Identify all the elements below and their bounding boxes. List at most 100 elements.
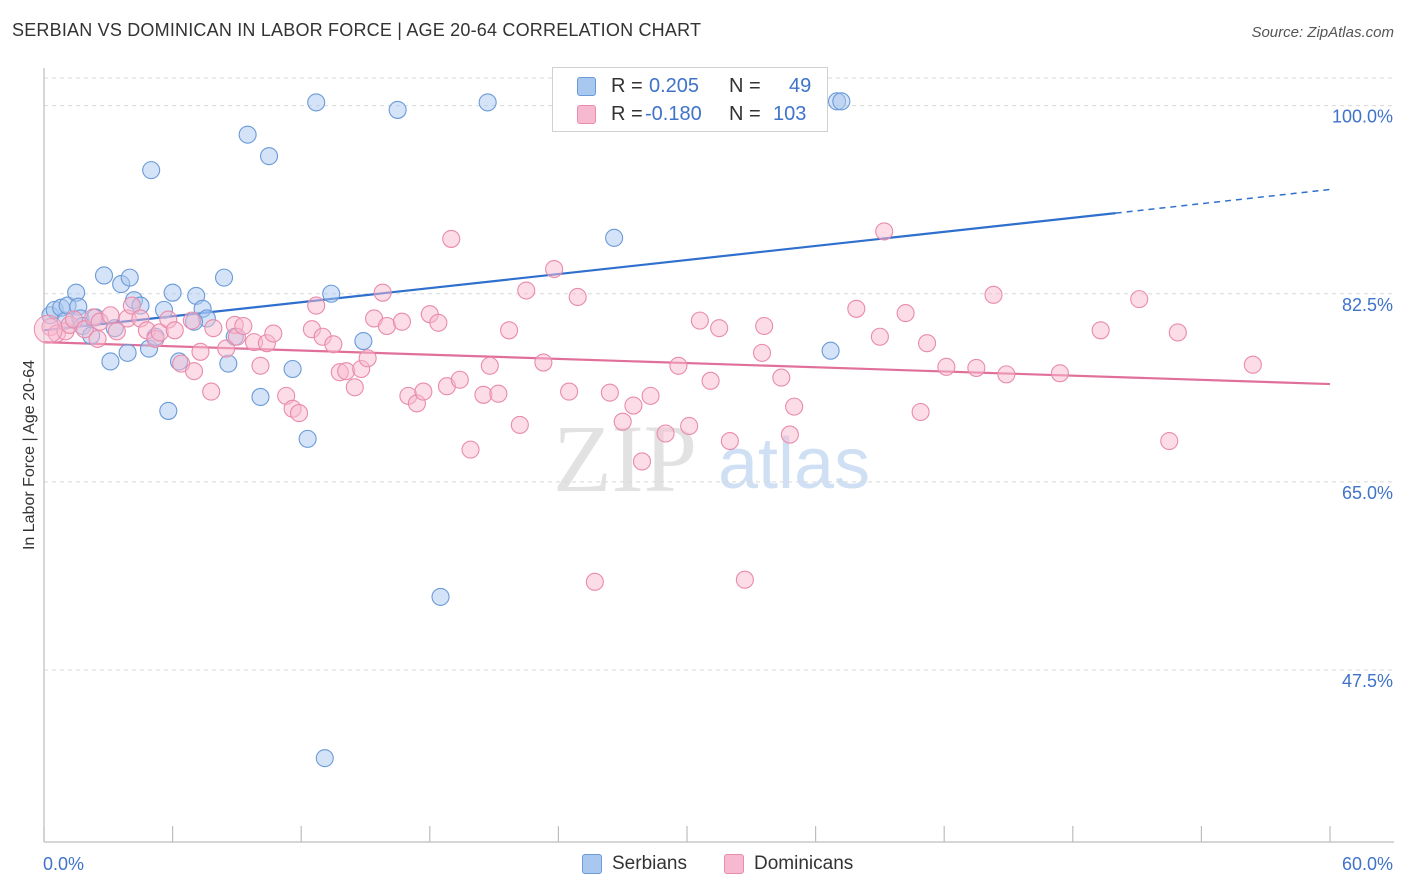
r-label: R =	[611, 75, 643, 97]
dominicans-point	[307, 296, 326, 315]
serbians-point	[431, 587, 450, 606]
dominicans-point	[234, 316, 253, 336]
dominicans-point	[641, 386, 660, 405]
dominicans-point	[937, 357, 956, 376]
dominicans-point	[545, 259, 564, 279]
dominicans-point	[780, 425, 799, 444]
dominicans-point	[510, 415, 529, 434]
r-value: -0.180	[645, 103, 702, 125]
dominicans-point	[290, 404, 309, 423]
dominicans-point	[517, 281, 536, 300]
n-value: 49	[789, 75, 812, 97]
dominicans-point	[184, 362, 204, 381]
dominicans-point	[656, 424, 675, 443]
serbians-point	[101, 352, 120, 371]
legend-label: Serbians	[612, 853, 687, 874]
dominicans-point	[752, 343, 772, 362]
y-tick-label: 100.0%	[1332, 107, 1393, 127]
dominicans-point	[122, 296, 141, 315]
serbians-point	[238, 125, 257, 144]
legend-row-dominicans: R = -0.180 N = 103	[553, 99, 827, 129]
serbians-point	[120, 268, 139, 287]
dominicans-point	[632, 452, 652, 471]
trend-lines	[43, 188, 1331, 386]
serbians-point	[219, 354, 238, 373]
dominicans-point	[264, 324, 283, 343]
serbians-point	[388, 100, 407, 119]
dominicans-point	[414, 382, 433, 401]
serbians-point	[259, 147, 279, 166]
serbians-point	[354, 331, 373, 351]
serbians-swatch	[582, 854, 602, 874]
gridlines	[44, 77, 1394, 671]
serbians-point	[605, 228, 624, 247]
dominicans-point	[1050, 364, 1069, 383]
dominicans-point	[101, 306, 120, 325]
dominicans-point	[442, 229, 461, 248]
n-value: 103	[773, 103, 807, 125]
watermark: ZIP atlas	[553, 405, 870, 512]
r-label: R =	[611, 103, 643, 125]
dominicans-point	[967, 358, 986, 377]
dominicans-point	[847, 299, 866, 318]
dominicans-point	[875, 222, 894, 241]
dominicans-point	[710, 319, 729, 338]
dominicans-point	[870, 327, 889, 346]
dominicans-point	[690, 311, 709, 330]
dominicans-point	[1160, 431, 1179, 451]
dominicans-point	[337, 362, 356, 381]
dominicans-point	[1168, 323, 1187, 342]
correlation-legend: R = 0.205 N = 49 R = -0.180 N = 103	[552, 67, 828, 132]
x-tick-label: 0.0%	[43, 854, 84, 874]
serbians-point	[251, 387, 270, 407]
data-points	[33, 92, 1262, 768]
dominicans-point	[251, 356, 270, 375]
dominicans-point	[324, 335, 343, 354]
dominicans-point	[785, 397, 804, 416]
dominicans-point	[107, 322, 126, 341]
dominicans-point	[701, 371, 720, 390]
dominicans-point	[358, 349, 377, 368]
n-label: N =	[729, 103, 761, 125]
y-tick-label: 65.0%	[1342, 483, 1393, 503]
dominicans-point	[191, 342, 210, 361]
dominicans-point	[755, 316, 774, 336]
dominicans-point	[345, 378, 364, 397]
serbians-point	[322, 284, 341, 303]
source-credit: Source: ZipAtlas.com	[1251, 24, 1394, 41]
axes	[43, 68, 1394, 843]
x-tick-label: 60.0%	[1342, 854, 1393, 874]
tick-labels: 100.0% 82.5% 65.0% 47.5% 0.0% 60.0%	[43, 107, 1393, 874]
dominicans-point	[735, 570, 754, 589]
dominicans-point	[373, 283, 392, 302]
serbians-point	[118, 343, 137, 362]
serbians-point	[478, 93, 497, 112]
serbians-point	[159, 401, 178, 420]
dominicans-point	[429, 313, 448, 332]
dominicans-point	[613, 412, 632, 431]
dominicans-point	[202, 382, 221, 401]
serbians-point	[142, 161, 161, 180]
dominicans-point	[182, 311, 201, 330]
dominicans-point	[165, 321, 184, 340]
dominicans-point	[217, 339, 236, 358]
dominicans-point	[33, 314, 63, 344]
dominicans-point	[680, 416, 699, 436]
dominicans-point	[772, 368, 791, 387]
dominicans-point	[377, 316, 396, 336]
dominicans-point	[534, 353, 553, 372]
dominicans-point	[1130, 290, 1149, 309]
serbians-trend-line	[43, 212, 1116, 332]
serbians-point	[214, 268, 234, 287]
dominicans-point	[585, 572, 604, 591]
dominicans-point	[568, 287, 587, 307]
serbians-point	[163, 283, 182, 302]
serbians-point	[315, 749, 334, 768]
dominicans-point	[911, 402, 930, 422]
dominicans-point	[984, 285, 1003, 304]
dominicans-swatch	[577, 105, 596, 124]
dominicans-point	[997, 365, 1016, 384]
dominicans-swatch	[724, 854, 744, 874]
y-tick-label: 47.5%	[1342, 671, 1393, 691]
chart-title: SERBIAN VS DOMINICAN IN LABOR FORCE | AG…	[12, 20, 702, 40]
